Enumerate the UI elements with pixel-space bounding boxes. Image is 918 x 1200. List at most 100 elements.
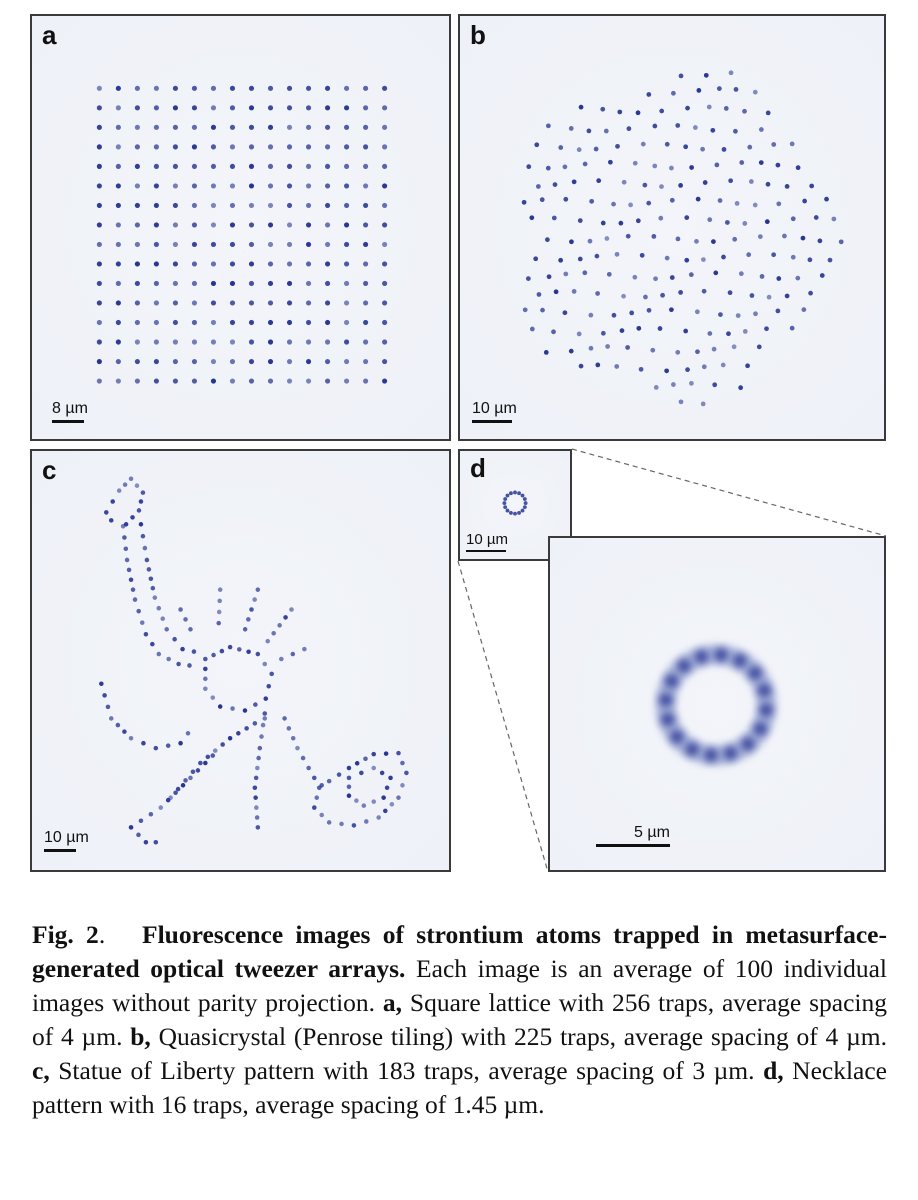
atom-trap [325,261,330,266]
atom-trap [230,125,235,130]
atom-trap [685,106,690,111]
atom-trap [502,501,506,505]
atom-trap [249,183,254,188]
atom-trap [192,86,197,91]
atom-trap [743,329,748,334]
atom-trap [135,339,140,344]
atom-trap [627,126,632,131]
atom-trap [287,125,292,130]
atom-trap [713,270,718,275]
atom-trap [344,242,349,247]
atom-trap [734,87,739,92]
atom-trap [253,702,258,707]
atom-trap [714,163,719,168]
atom-trap [116,359,121,364]
atom-trap [385,786,390,791]
atom-trap [596,178,601,183]
atom-trap [642,183,647,188]
atom-trap [382,86,387,91]
atom-trap [116,144,121,149]
atom-trap [766,111,771,116]
atom-trap [183,778,188,783]
atom-trap [129,736,134,741]
atom-trap [753,203,758,208]
atom-trap [166,657,171,662]
atom-trap [362,803,367,808]
atom-trap [253,795,258,800]
atom-trap [306,86,311,91]
atom-trap [670,198,675,203]
atom-trap [135,483,140,488]
atom-trap [266,684,271,689]
atom-trap [306,281,311,286]
atom-trap [506,509,510,513]
atom-trap [97,300,102,305]
atom-trap [741,737,755,751]
atom-trap [605,344,610,349]
atom-trap [319,813,324,818]
atom-trap [540,197,545,202]
atom-trap [230,203,235,208]
atom-trap [809,184,814,189]
atom-trap [173,144,178,149]
atom-trap [154,320,159,325]
scale-bar-label-b: 10 µm [472,400,517,418]
atom-trap [230,320,235,325]
atom-trap [753,311,758,316]
atom-trap [203,677,208,682]
atom-trap [268,281,273,286]
atom-trap [211,261,216,266]
atom-trap [230,164,235,169]
atom-trap [154,261,159,266]
atom-trap [824,197,829,202]
atom-trap [211,86,216,91]
atom-trap [192,320,197,325]
atom-trap [718,312,723,317]
atom-trap [347,766,352,771]
atom-trap [791,216,796,221]
atom-trap [249,378,254,383]
atom-trap [325,320,330,325]
atom-trap [344,125,349,130]
atom-trap [191,769,196,774]
atom-trap [383,809,388,814]
atom-trap [621,294,626,299]
atom-trap [382,222,387,227]
atom-trap [801,236,806,241]
atom-trap [295,746,300,751]
atom-trap [312,805,317,810]
scale-bar-a: 8 µm [52,400,88,423]
atom-trap [759,127,764,132]
atom-trap [116,86,121,91]
atom-trap [255,815,260,820]
atom-trap [268,164,273,169]
atom-trap [628,203,633,208]
atom-trap [277,623,282,628]
atom-trap [801,307,806,312]
atom-trap [677,659,691,673]
atom-trap [211,164,216,169]
atom-trap [728,178,733,183]
atom-trap [173,300,178,305]
atom-trap [641,142,646,147]
atom-trap [363,756,368,761]
atom-trap [646,201,651,206]
atom-trap [262,711,267,716]
atom-trap [218,587,223,592]
atom-trap [97,203,102,208]
atom-trap [135,281,140,286]
atom-trap [732,237,737,242]
atom-trap [279,657,284,662]
atom-trap [344,378,349,383]
atom-trap [135,320,140,325]
atom-trap [658,326,663,331]
atom-trap [97,125,102,130]
atom-trap [188,776,193,781]
atom-trap [291,736,296,741]
atom-trap [620,328,625,333]
atom-trap [551,329,556,334]
atom-trap [211,125,216,130]
atom-trap [256,652,261,657]
atom-trap [173,222,178,227]
atom-trap [154,242,159,247]
